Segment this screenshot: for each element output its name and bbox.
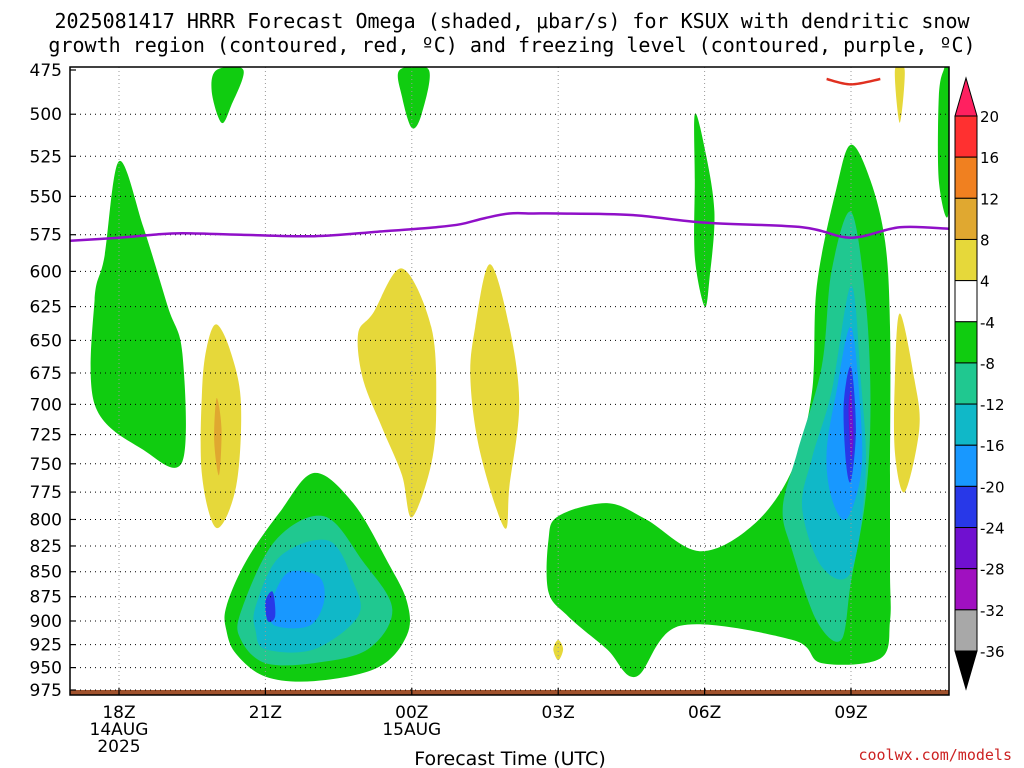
omega-shaded-regions [70,67,949,695]
omega-region-19 [553,639,564,661]
colorbar-box [954,321,978,364]
colorbar-box [954,609,978,652]
colorbar-label: -32 [980,602,1005,620]
omega-region-11 [270,570,325,629]
chart-title-line-2: growth region (contoured, red, ºC) and f… [48,33,975,57]
colorbar-label: -36 [980,643,1005,661]
omega-region-3 [694,113,715,308]
colorbar-label: -16 [980,437,1005,455]
x-tick-label: 15AUG [382,720,441,740]
plot-frame [69,66,950,696]
x-axis-label: Forecast Time (UTC) [414,748,605,768]
colorbar-label: -28 [980,561,1005,579]
colorbar-label: 16 [980,149,999,167]
colorbar-box [954,403,978,446]
x-tick-label: 09Z [834,703,867,723]
contour-lines [70,77,949,242]
x-tick-label: 03Z [542,703,575,723]
chart-title-line-1: 2025081417 HRRR Forecast Omega (shaded, … [54,9,970,33]
colorbar-box [954,568,978,611]
y-tick-label: 575 [30,226,62,246]
omega-region-17 [357,268,437,518]
dgz-contour-line [826,77,881,86]
y-tick-label: 925 [30,636,62,656]
colorbar-label: -12 [980,396,1005,414]
y-tick-label: 700 [30,395,62,415]
omega-region-18 [470,264,520,529]
y-tick-label: 825 [30,537,62,557]
y-tick-label: 900 [30,612,62,632]
y-tick-label: 600 [30,262,62,282]
colorbar-label: -8 [980,355,995,373]
y-tick-label: 525 [30,147,62,167]
y-tick-label: 775 [30,483,62,503]
y-tick-label: 650 [30,331,62,351]
y-axis: 475 500 525 550 575 600 625 650 675 700 725 750 775 8… [30,61,76,701]
y-tick-label: 875 [30,588,62,608]
colorbar-box [954,362,978,405]
y-tick-label: 975 [30,681,62,701]
colorbar-box [954,238,978,282]
x-tick-label: 00Z [395,703,428,723]
credit-text: coolwx.com/models [858,746,1012,764]
surface-band [70,690,949,695]
colorbar-box [954,444,978,487]
x-tick-label: 14AUG [90,720,149,740]
colorbar: 20 16 12 8 4 -4 -8 -12 -16 -20 -24 -28 -32 -36 [954,76,1005,691]
y-tick-label: 550 [30,187,62,207]
colorbar-box [954,280,978,323]
colorbar-label: -24 [980,520,1005,538]
colorbar-label: -4 [980,314,995,332]
colorbar-label: -20 [980,478,1005,496]
colorbar-label: 20 [980,108,999,126]
y-tick-label: 625 [30,298,62,318]
colorbar-box [954,156,978,199]
colorbar-box [954,527,978,570]
colorbar-top-arrow [954,76,978,117]
omega-region-15 [848,391,854,459]
omega-region-21 [894,67,905,123]
x-tick-label: 2025 [97,737,140,757]
y-tick-label: 800 [30,510,62,530]
x-tick-label: 18Z [102,703,135,723]
colorbar-label: 4 [980,273,990,291]
y-tick-label: 500 [30,105,62,125]
colorbar-box [954,197,978,240]
omega-region-4 [937,67,949,218]
colorbar-label: 8 [980,231,990,249]
omega-region-1 [211,67,244,124]
y-tick-label: 850 [30,563,62,583]
y-tick-label: 725 [30,426,62,446]
freezing-level-line [70,211,949,242]
colorbar-box [954,115,978,158]
y-tick-label: 950 [30,659,62,679]
omega-region-20 [893,313,920,493]
colorbar-box [954,485,978,529]
y-tick-label: 750 [30,455,62,475]
colorbar-label: 12 [980,190,999,208]
grid-lines [70,67,949,695]
y-tick-label: 675 [30,364,62,384]
omega-region-22 [214,397,222,476]
x-tick-label: 06Z [688,703,721,723]
colorbar-bottom-arrow [954,650,978,691]
omega-region-0 [90,160,186,468]
omega-region-2 [397,67,430,129]
omega-region-14 [265,591,276,622]
x-tick-label: 21Z [249,703,282,723]
y-tick-label: 475 [30,61,62,81]
